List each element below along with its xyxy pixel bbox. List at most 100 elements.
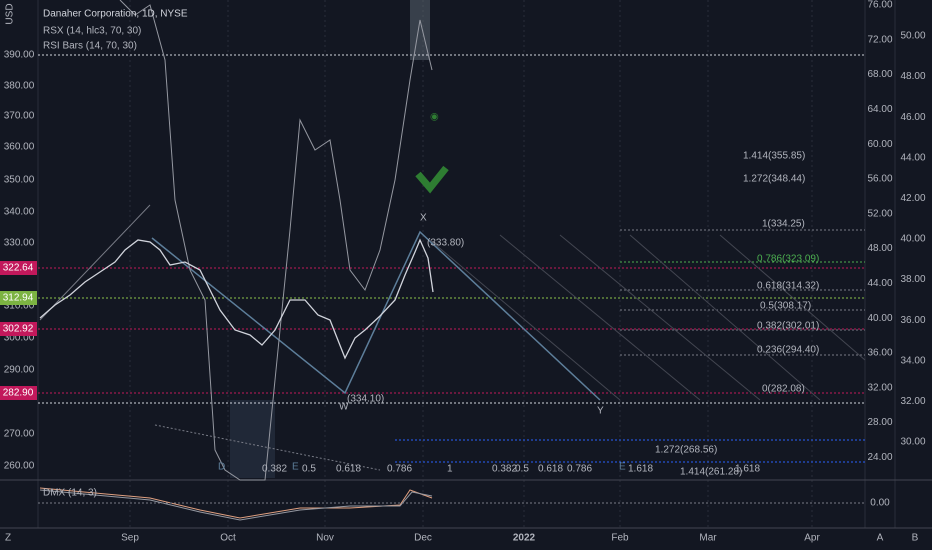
dmx-zero-label: 0.00 — [870, 498, 890, 509]
price-label: 310.00 — [4, 301, 35, 312]
time-label: 2022 — [513, 533, 536, 544]
fib-label: 1.618 — [628, 464, 653, 475]
wave-label: (334.10) — [347, 394, 384, 405]
price-label: 330.00 — [4, 238, 35, 249]
dmx-line — [39, 489, 433, 521]
indicator: RSX (14, hlc3, 70, 30) — [43, 26, 141, 37]
currency: USD — [5, 3, 16, 24]
price-tag-bg — [0, 291, 37, 305]
rsi-label: 50.00 — [900, 31, 925, 42]
rsx-label: 44.00 — [867, 278, 892, 289]
rsx-line — [119, 0, 433, 481]
rsi-label: 44.00 — [900, 152, 925, 163]
rsx-label: 64.00 — [867, 104, 892, 115]
price-line — [39, 238, 434, 360]
fib-label: 0.5 — [302, 464, 316, 475]
price-label: 340.00 — [4, 207, 35, 218]
price-tag: 282.90 — [3, 388, 34, 399]
price-label: 300.00 — [4, 333, 35, 344]
time-label: Sep — [121, 533, 139, 544]
rsx-label: 52.00 — [867, 208, 892, 219]
dmx-line — [39, 487, 433, 519]
rsi-label: 34.00 — [900, 355, 925, 366]
title: Danaher Corporation, 1D, NYSE — [43, 9, 188, 20]
time-label: Nov — [316, 533, 334, 544]
fib-label: 0.618 — [538, 464, 563, 475]
rsi-zone — [230, 400, 275, 478]
rsi-label: 30.00 — [900, 437, 925, 448]
price-label: 360.00 — [4, 142, 35, 153]
rsi-label: 40.00 — [900, 234, 925, 245]
fib-label: 0(282.08) — [762, 384, 805, 395]
price-tag-bg — [0, 386, 37, 400]
fib-label: 1(334.25) — [762, 219, 805, 230]
rsx-label: 48.00 — [867, 243, 892, 254]
rsx-label: 32.00 — [867, 382, 892, 393]
fib-label: 0.786(323.09) — [757, 254, 819, 265]
wave-label: W — [339, 402, 349, 413]
time-label: Mar — [699, 533, 717, 544]
corner-button: Z — [5, 533, 11, 544]
fib-label: 0.618 — [336, 464, 361, 475]
time-label: Feb — [611, 533, 629, 544]
price-label: 380.00 — [4, 81, 35, 92]
rsi-label: 32.00 — [900, 396, 925, 407]
fib-label: 0.382 — [262, 464, 287, 475]
fib-label: 0.236(294.40) — [757, 345, 819, 356]
rsx-label: 24.00 — [867, 452, 892, 463]
rsi-label: 38.00 — [900, 274, 925, 285]
corner-button: A — [877, 533, 884, 544]
rsi-label: 42.00 — [900, 193, 925, 204]
levels — [38, 54, 865, 463]
wave-label: E — [619, 462, 626, 473]
price-label: 350.00 — [4, 175, 35, 186]
wave-label: Y — [597, 406, 604, 417]
indicator: RSI Bars (14, 70, 30) — [43, 41, 137, 52]
fib-label: 1.272(348.44) — [743, 174, 805, 185]
wave-label: (333.80) — [427, 238, 464, 249]
price-label: 270.00 — [4, 429, 35, 440]
rsx-label: 76.00 — [867, 0, 892, 11]
time-label: Apr — [804, 533, 820, 544]
wave-label: E — [292, 462, 299, 473]
rsx-label: 60.00 — [867, 139, 892, 150]
dmx-title: DMX (14, 3) — [43, 488, 97, 499]
corner-button: B — [912, 533, 919, 544]
fib-label: 0.382 — [492, 464, 517, 475]
check-icon — [415, 165, 449, 194]
price-tag-bg — [0, 322, 37, 336]
price-label: 370.00 — [4, 111, 35, 122]
fib-label: 1.618 — [735, 464, 760, 475]
rsx-label: 28.00 — [867, 417, 892, 428]
eye-icon: ◉ — [430, 112, 439, 123]
rsx-label: 56.00 — [867, 174, 892, 185]
price-tag: 312.94 — [3, 293, 34, 304]
time-label: Oct — [220, 533, 236, 544]
price-tag-bg — [0, 261, 37, 275]
wave-label: X — [420, 213, 427, 224]
price-tag: 322.64 — [3, 263, 34, 274]
fib-label: 0.786 — [387, 464, 412, 475]
price-label: 290.00 — [4, 365, 35, 376]
rsx-label: 68.00 — [867, 69, 892, 80]
fib-label: 0.618(314.32) — [757, 281, 819, 292]
fib-label: 1.272(268.56) — [655, 445, 717, 456]
fib-label: 0.786 — [567, 464, 592, 475]
rsx-label: 72.00 — [867, 34, 892, 45]
rsi-label: 46.00 — [900, 112, 925, 123]
wave-label: D — [218, 462, 225, 473]
channel-lines — [429, 234, 866, 401]
time-label: Dec — [414, 533, 432, 544]
rsi-zone — [410, 0, 430, 60]
rsx-label: 36.00 — [867, 348, 892, 359]
price-label: 260.00 — [4, 461, 35, 472]
price-tag: 302.92 — [3, 324, 34, 335]
fib-label: 0.382(302.01) — [757, 321, 819, 332]
fib-label: 0.5(308.17) — [760, 301, 811, 312]
rsi-label: 36.00 — [900, 315, 925, 326]
rsx-label: 40.00 — [867, 313, 892, 324]
fib-label: 0.5 — [515, 464, 529, 475]
rsi-label: 48.00 — [900, 71, 925, 82]
